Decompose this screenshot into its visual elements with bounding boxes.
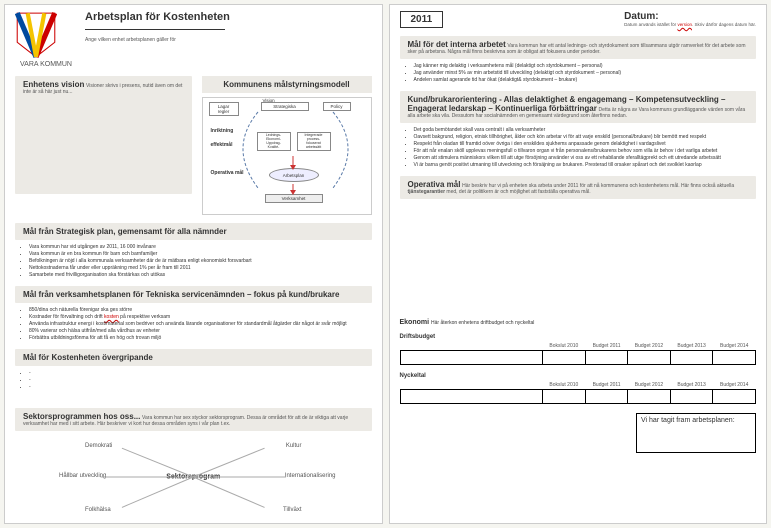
page-left: VARA KOMMUN Arbetsplan för Kostenheten A… (4, 4, 383, 524)
vision-section: Enhetens vision Visioner skrivs i presen… (15, 76, 192, 194)
strategisk-section: Mål från Strategisk plan, gemensamt för … (15, 223, 372, 240)
verksamhet-heading: Mål från verksamhetsplanen för Tekniska … (23, 290, 364, 299)
shield-icon (15, 11, 57, 59)
list-item: Vara kommun är en bra kommun för barn oc… (29, 251, 372, 257)
tjanste-word: tjänstegarantier (408, 189, 446, 195)
sektors-section: Sektorsprogrammen hos oss... Vara kommun… (15, 408, 372, 431)
list-item: Vara kommun har vid utgången av 2011, 16… (29, 244, 372, 250)
model-diagram: Lagar regler Strategiska Policy Vision I… (202, 97, 372, 215)
kost-over-section: Mål för Kostenheten övergripande (15, 349, 372, 366)
verksamhet-list: 850/dina och näturella förenigar ska ges… (15, 307, 372, 341)
list-item: Jag använder minst 5% av min arbetstid t… (414, 70, 757, 76)
vision-heading: Enhetens vision (23, 80, 84, 89)
title-underline (85, 29, 225, 30)
col: Budget 2011 (586, 381, 628, 390)
wavy-word: kosten (104, 314, 119, 320)
drift-heading: Driftsbudget (400, 334, 757, 340)
top-two-col: Enhetens vision Visioner skrivs i presen… (15, 68, 372, 215)
drift-table: Bokslut 2010 Budget 2011 Budget 2012 Bud… (400, 342, 757, 365)
page-title: Arbetsplan för Kostenheten (85, 11, 372, 35)
title-subtitle: Ange vilken enhet arbetsplanen gäller fö… (85, 37, 372, 43)
col: Budget 2014 (713, 381, 756, 390)
kost-over-list: - - - (15, 370, 372, 390)
model-heading: Kommunens målstyrningsmodell (202, 76, 372, 93)
col: Budget 2011 (586, 342, 628, 351)
interna-section: Mål för det interna arbetet Vara kommun … (400, 36, 757, 59)
list-item: Befolkningen är nöjd i alla kommunala ve… (29, 258, 372, 264)
kund-list: Det goda bemötandet skall vara centralt … (400, 127, 757, 168)
datum-label: Datum: (624, 11, 756, 22)
ekonomi-heading: Ekonomi Här återkon enhetens driftbudget… (400, 319, 757, 326)
operativa-heading: Operativa mål (408, 180, 461, 189)
title-text: Arbetsplan för Kostenheten (85, 11, 230, 23)
nyckel-heading: Nyckeltal (400, 373, 757, 379)
sektors-heading: Sektorsprogrammen hos oss... (23, 412, 140, 421)
nyckel-table: Bokslut 2010 Budget 2011 Budget 2012 Bud… (400, 381, 757, 404)
interna-heading: Mål för det interna arbetet (408, 40, 506, 49)
col: Budget 2013 (670, 381, 713, 390)
signature-box: Vi har tagit fram arbetsplanen: (636, 413, 756, 453)
year-box: 2011 (400, 11, 444, 28)
datum-sub: Datum används istället för version. Skri… (624, 22, 756, 27)
col: Budget 2012 (628, 342, 671, 351)
org-name: VARA KOMMUN (15, 61, 77, 68)
list-item: - (29, 384, 372, 390)
col: Budget 2012 (628, 381, 671, 390)
wavy-word: version (677, 22, 692, 27)
list-item: Nettokostnaderna får under eller uppräkn… (29, 265, 372, 271)
curve-arrow-icon (203, 98, 371, 216)
list-item: Jag känner mig delaktig i verksamhetens … (414, 63, 757, 69)
list-item: Kostnader för förvaltning och drift kost… (29, 314, 372, 320)
col: Budget 2013 (670, 342, 713, 351)
header-right: 2011 Datum: Datum används istället för v… (400, 11, 757, 28)
list-item: Respekt från oladan till framtid oöver ö… (414, 141, 757, 147)
list-item: Samarbete med frivilligorganisation ska … (29, 272, 372, 278)
list-item: Oavsett bakgrund, religion, etnisk tillh… (414, 134, 757, 140)
signature-text: Vi har tagit fram arbetsplanen: (641, 417, 735, 424)
list-item: Det goda bemötandet skall vara centralt … (414, 127, 757, 133)
sektors-lines-icon (15, 437, 372, 517)
col: Bokslut 2010 (542, 342, 585, 351)
operativa-section: Operativa mål Här beskriv hur vi på enhe… (400, 176, 757, 199)
strategisk-heading: Mål från Strategisk plan, gemensamt för … (23, 227, 364, 236)
list-item: 850/dina och näturella förenigar ska ges… (29, 307, 372, 313)
list-item: Förbättra utbildningsfönma för att få en… (29, 335, 372, 341)
list-item: Genom att stimulera människors vilken ti… (414, 155, 757, 161)
list-item: - (29, 370, 372, 376)
sektors-diagram: Sektorsprogram Demokrati Kultur Hållbar … (15, 437, 372, 517)
list-item: - (29, 377, 372, 383)
page-right: 2011 Datum: Datum används istället för v… (389, 4, 768, 524)
list-item: Vi är barna genöt positivt utmaning till… (414, 162, 757, 168)
kost-over-heading: Mål för Kostenheten övergripande (23, 353, 364, 362)
kund-section: Kund/brukarorientering - Allas delaktigh… (400, 91, 757, 123)
list-item: Använda infrastruktur energi i kost/mate… (29, 321, 372, 327)
list-item: För att når enalan sköll upplevas mening… (414, 148, 757, 154)
logo: VARA KOMMUN (15, 11, 77, 68)
verksamhet-section: Mål från verksamhetsplanen för Tekniska … (15, 286, 372, 303)
interna-list: Jag känner mig delaktig i verksamhetens … (400, 63, 757, 83)
list-item: Andelen samlat agerande tid har ökat (de… (414, 77, 757, 83)
list-item: 80% varierar och hälsa utifrån/med alla … (29, 328, 372, 334)
header-left: VARA KOMMUN Arbetsplan för Kostenheten A… (15, 11, 372, 68)
col: Bokslut 2010 (542, 381, 585, 390)
title-area: Arbetsplan för Kostenheten Ange vilken e… (85, 11, 372, 43)
strategisk-list: Vara kommun har vid utgången av 2011, 16… (15, 244, 372, 278)
col: Budget 2014 (713, 342, 756, 351)
